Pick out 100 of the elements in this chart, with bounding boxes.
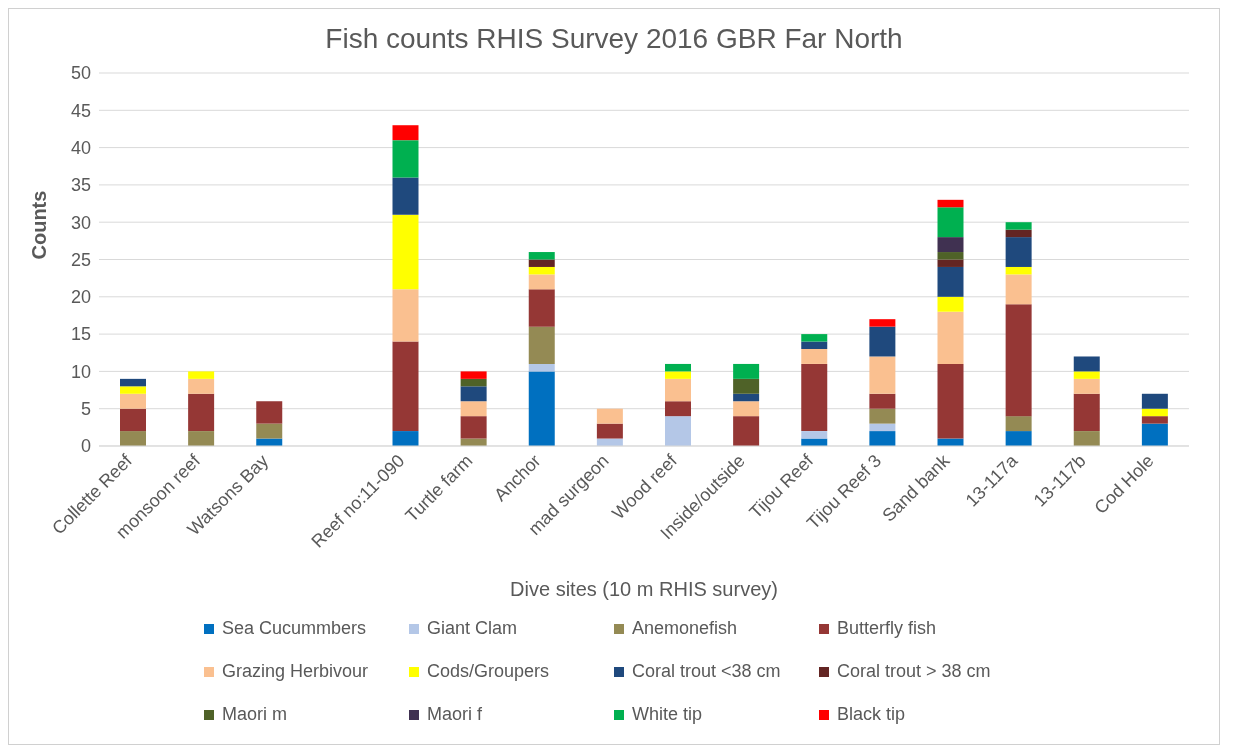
y-tick-label: 0	[80, 436, 91, 457]
bar	[392, 177, 419, 215]
bar	[392, 214, 419, 290]
bar	[937, 311, 964, 364]
y-tick-label: 15	[70, 324, 91, 345]
bar	[120, 386, 146, 394]
legend-label: Black tip	[837, 704, 906, 725]
bar	[120, 378, 146, 387]
bar	[1005, 237, 1032, 267]
bar	[937, 296, 964, 312]
y-tick-label: 20	[70, 287, 91, 308]
legend-label: Grazing Herbivour	[222, 661, 369, 682]
bar	[937, 363, 964, 439]
bar	[528, 289, 555, 327]
bar	[188, 431, 215, 446]
legend-label: Butterfly fish	[837, 618, 937, 639]
bar	[1005, 304, 1032, 417]
bar	[665, 363, 691, 372]
bar	[120, 393, 146, 409]
y-tick-label: 5	[80, 399, 91, 420]
legend-label: White tip	[632, 704, 703, 725]
bar	[1005, 274, 1032, 305]
bar	[188, 371, 215, 379]
bar	[869, 408, 896, 424]
legend-label: Giant Clam	[427, 618, 518, 639]
bar	[937, 207, 964, 238]
legend-label: Sea Cucummbers	[222, 618, 367, 639]
bar	[120, 408, 146, 432]
legend-label: Coral trout > 38 cm	[837, 661, 991, 682]
bar	[460, 386, 487, 402]
bar	[801, 431, 828, 439]
y-tick-label: 45	[70, 100, 91, 121]
legend-label: Coral trout <38 cm	[632, 661, 781, 682]
bar	[869, 431, 896, 446]
x-axis-title: Dive sites (10 m RHIS survey)	[510, 578, 778, 600]
bar	[937, 237, 964, 253]
x-tick-label: Cod Hole	[1090, 450, 1158, 518]
bar	[256, 401, 283, 424]
bar	[665, 378, 691, 402]
bar	[188, 378, 215, 394]
bar	[801, 349, 828, 364]
bar	[665, 416, 691, 446]
bar	[1073, 378, 1100, 394]
bar	[869, 326, 896, 357]
bar	[392, 431, 419, 446]
bar	[528, 326, 555, 364]
bar	[665, 401, 691, 417]
bar	[733, 378, 760, 394]
bar	[937, 266, 964, 297]
legend-label: Maori m	[222, 704, 288, 725]
bar	[596, 408, 623, 424]
bar	[801, 363, 828, 432]
bar	[596, 423, 623, 439]
bar	[1141, 393, 1168, 409]
y-tick-label: 30	[70, 212, 91, 233]
bar	[460, 371, 487, 379]
bar	[460, 378, 487, 387]
bar	[392, 140, 419, 178]
bar	[733, 363, 760, 379]
bar	[460, 416, 487, 439]
bar	[937, 259, 964, 267]
bar	[528, 259, 555, 267]
bar	[460, 401, 487, 417]
y-tick-label: 10	[70, 361, 91, 382]
bar	[869, 356, 896, 394]
y-tick-label: 35	[70, 175, 91, 196]
bar	[256, 423, 283, 439]
chart-title: Fish counts RHIS Survey 2016 GBR Far North	[324, 23, 904, 55]
y-tick-label: 40	[70, 137, 91, 158]
bar	[1005, 266, 1032, 275]
bar	[392, 289, 419, 342]
bar	[665, 371, 691, 379]
bar	[120, 431, 146, 446]
bar	[869, 319, 896, 327]
y-tick-label: 25	[70, 249, 91, 270]
bar	[528, 274, 555, 290]
bar	[801, 334, 828, 342]
bar	[188, 393, 215, 432]
bar	[869, 393, 896, 409]
bar	[801, 341, 828, 350]
bar	[1141, 423, 1168, 446]
bar	[1005, 431, 1032, 446]
legend-label: Anemonefish	[632, 618, 738, 639]
bar	[1141, 408, 1168, 417]
bar	[392, 125, 419, 141]
bar	[528, 371, 555, 446]
bar	[1141, 416, 1168, 424]
legend-label: Maori f	[427, 704, 483, 725]
y-axis-title: Counts	[28, 190, 51, 260]
bar	[1005, 229, 1032, 238]
bar	[1005, 416, 1032, 432]
bar	[1005, 222, 1032, 230]
bar	[1073, 356, 1100, 372]
bar	[528, 252, 555, 260]
bar	[1073, 431, 1100, 446]
legend-label: Cods/Groupers	[427, 661, 550, 682]
bar	[869, 423, 896, 432]
y-tick-label: 50	[70, 63, 91, 84]
bar	[528, 266, 555, 275]
bar	[937, 252, 964, 260]
